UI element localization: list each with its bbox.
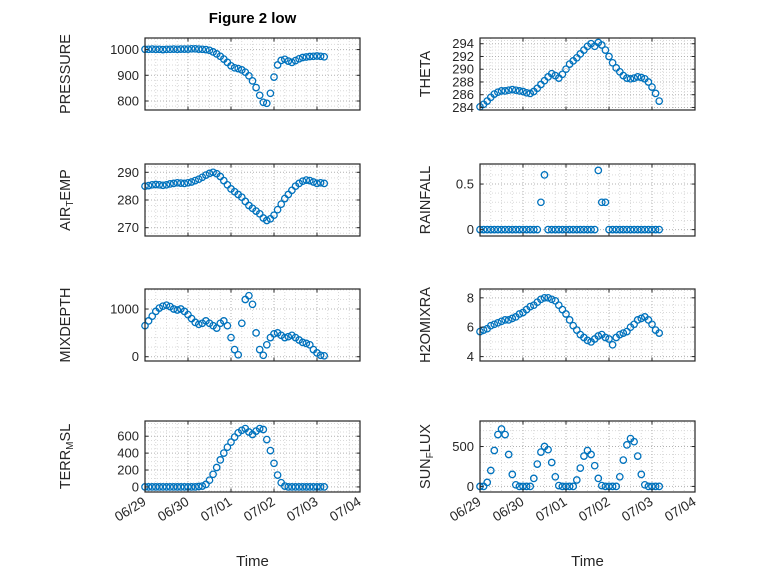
- x-tick-label: 07/04: [662, 494, 699, 525]
- tick-marks: [479, 289, 696, 361]
- y-tick-label: 270: [117, 220, 139, 235]
- y-tick-label: 292: [452, 49, 474, 64]
- y-tick-label: 280: [117, 193, 139, 208]
- y-tick-label: 600: [117, 429, 139, 444]
- tick-marks: [144, 421, 361, 492]
- y-axis-label: H2OMIXRA: [418, 287, 434, 363]
- y-axis-label: TERRMSL: [58, 424, 76, 490]
- y-tick-label: 290: [452, 62, 474, 77]
- y-tick-label: 0: [467, 479, 474, 494]
- tick-marks: [479, 164, 696, 236]
- y-tick-label: 288: [452, 74, 474, 89]
- y-tick-label: 1000: [110, 42, 139, 57]
- x-tick-label: 07/01: [198, 494, 235, 525]
- y-tick-label: 800: [117, 94, 139, 109]
- axes-box: [479, 163, 696, 237]
- y-axis-label: SUNFLUX: [418, 424, 436, 489]
- x-tick-label: 06/30: [155, 494, 192, 525]
- y-tick-label: 200: [117, 463, 139, 478]
- axes-box: [144, 288, 361, 362]
- axes-box: [479, 37, 696, 111]
- y-tick-label: 290: [117, 165, 139, 180]
- y-axis-label: PRESSURE: [58, 34, 74, 114]
- y-tick-label: 6: [467, 320, 474, 335]
- subplot-sun-flux: 0 500 SUNFLUX 06/29 06/30 07/01 07/02 07/03 07/0…: [418, 420, 699, 570]
- y-axis-label: RAINFALL: [418, 166, 434, 235]
- x-tick-label: 07/03: [619, 494, 656, 525]
- y-axis-label: THETA: [418, 50, 434, 97]
- y-tick-label: 0: [467, 222, 474, 237]
- x-tick-label: 07/04: [327, 494, 364, 525]
- y-axis-label: AIRTEMP: [58, 169, 76, 231]
- data-markers: [141, 291, 329, 360]
- grid-lines: [145, 38, 360, 110]
- grid-lines: [480, 164, 695, 236]
- y-tick-label: 4: [467, 349, 474, 364]
- data-markers: [141, 168, 329, 225]
- grid-lines: [145, 164, 360, 236]
- y-tick-label: 900: [117, 68, 139, 83]
- y-tick-label: 400: [117, 446, 139, 461]
- subplot-rainfall: 0 0.5 RAINFALL: [418, 163, 696, 237]
- axes-box: [479, 420, 696, 493]
- subplot-mixdepth: 0 1000 MIXDEPTH: [58, 288, 361, 364]
- y-axis-label: MIXDEPTH: [58, 288, 74, 363]
- y-tick-label: 0.5: [456, 177, 474, 192]
- tick-marks: [144, 38, 361, 110]
- tick-marks: [479, 421, 696, 492]
- x-tick-label: 07/02: [576, 494, 613, 525]
- x-tick-label: 06/29: [447, 494, 484, 525]
- y-tick-label: 294: [452, 36, 474, 51]
- axes-box: [479, 288, 696, 362]
- x-tick-label: 07/03: [284, 494, 321, 525]
- tick-marks: [144, 289, 361, 361]
- data-markers: [141, 424, 329, 491]
- axes-box: [144, 37, 361, 111]
- axes-box: [144, 420, 361, 493]
- x-axis-label: Time: [236, 553, 269, 570]
- y-tick-label: 0: [132, 479, 139, 494]
- data-markers: [476, 166, 664, 234]
- x-tick-label: 07/02: [241, 494, 278, 525]
- y-tick-label: 0: [132, 349, 139, 364]
- x-tick-label: 06/30: [490, 494, 527, 525]
- tick-marks: [479, 38, 696, 110]
- y-tick-label: 1000: [110, 302, 139, 317]
- x-axis-label: Time: [571, 553, 604, 570]
- data-markers: [476, 293, 664, 349]
- subplot-h2omixra: 4 6 8 H2OMIXRA: [418, 287, 696, 364]
- tick-marks: [144, 164, 361, 236]
- x-tick-label: 07/01: [533, 494, 570, 525]
- subplot-air-temp: 270 280 290 AIRTEMP: [58, 163, 361, 237]
- figure-title: Figure 2 low: [208, 10, 297, 27]
- subplot-pressure: 800 900 1000 PRESSURE: [58, 34, 361, 114]
- y-tick-label: 286: [452, 87, 474, 102]
- x-tick-label: 06/29: [112, 494, 149, 525]
- y-tick-label: 284: [452, 100, 474, 115]
- y-tick-label: 500: [452, 439, 474, 454]
- y-tick-label: 8: [467, 290, 474, 305]
